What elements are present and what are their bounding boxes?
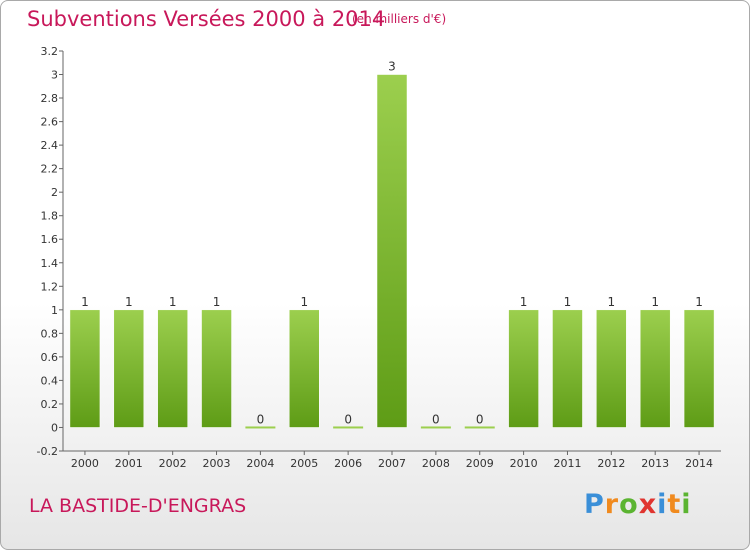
data-label-2006: 0: [344, 412, 352, 426]
y-tick-label: 1.2: [41, 280, 59, 293]
chart-axes: -0.2 0 0.2 0.4 0.6 0.8 1 1.2 1.4 1.6 1.8 2 2.2 2.4 2.6…: [37, 45, 721, 458]
x-tick-label-2005: 2005: [290, 457, 318, 470]
y-tick-label: 2.6: [41, 116, 59, 129]
y-tick-label: 1.8: [41, 210, 59, 223]
y-tick-label: 0.4: [41, 374, 59, 387]
y-tick-label: 0: [51, 421, 58, 434]
logo-letter: r: [604, 489, 620, 520]
bar-2013: [639, 309, 671, 428]
y-tick-label: 3: [51, 69, 58, 82]
x-tick-label-2009: 2009: [466, 457, 494, 470]
logo-letter: P: [584, 489, 605, 520]
logo-letter: t: [667, 489, 682, 520]
y-tick-label: 1: [51, 304, 58, 317]
x-tick-label-2010: 2010: [510, 457, 538, 470]
y-tick-label: 3.2: [41, 45, 59, 58]
bar-2012: [596, 309, 627, 428]
x-tick-label-2003: 2003: [203, 457, 231, 470]
chart-unit: (en milliers d'€): [352, 12, 447, 26]
bar-2005: [289, 309, 320, 428]
data-label-2002: 1: [169, 295, 177, 309]
chart-labels: 1 2000 1 2001 1 2002 1 2003 0 2004 1 2005 0 2006 3 2007…: [71, 60, 713, 470]
logo-letter: i: [681, 489, 692, 520]
data-label-2003: 1: [213, 295, 221, 309]
bar-2002: [157, 309, 188, 428]
bar-2007: [376, 74, 408, 428]
y-tick-label: 1.4: [41, 257, 59, 270]
x-tick-label-2012: 2012: [597, 457, 625, 470]
commune-name: LA BASTIDE-D'ENGRAS: [29, 495, 247, 517]
data-label-2014: 1: [695, 295, 703, 309]
y-tick-label: 2: [51, 186, 58, 199]
data-label-2001: 1: [125, 295, 133, 309]
y-tick-label: 0.2: [41, 398, 59, 411]
x-tick-label-2014: 2014: [685, 457, 713, 470]
y-tick-label: 0.8: [41, 327, 59, 340]
bar-2014: [683, 309, 715, 428]
y-tick-label: 2.8: [41, 92, 59, 105]
bar-2003: [201, 309, 232, 428]
data-label-2012: 1: [608, 295, 616, 309]
proxiti-logo: Proxiti: [584, 489, 692, 520]
y-tick-label: 2.2: [41, 163, 59, 176]
x-tick-label-2011: 2011: [553, 457, 581, 470]
bar-2004: [245, 426, 276, 429]
bar-2000: [69, 309, 101, 428]
y-tick-label: 2.4: [41, 139, 59, 152]
chart-title: Subventions Versées 2000 à 2014: [27, 7, 386, 31]
x-tick-label-2006: 2006: [334, 457, 362, 470]
bar-2009: [464, 426, 495, 429]
bar-2011: [552, 309, 583, 428]
data-label-2013: 1: [651, 295, 659, 309]
x-tick-label-2002: 2002: [159, 457, 187, 470]
x-tick-label-2007: 2007: [378, 457, 406, 470]
bar-2008: [420, 426, 451, 429]
data-label-2010: 1: [520, 295, 528, 309]
bar-2006: [333, 426, 364, 429]
x-tick-label-2000: 2000: [71, 457, 99, 470]
x-tick-label-2004: 2004: [246, 457, 274, 470]
data-label-2000: 1: [81, 295, 89, 309]
chart-bars: [69, 74, 715, 429]
data-label-2007: 3: [388, 60, 396, 74]
data-label-2009: 0: [476, 412, 484, 426]
y-tick-label: -0.2: [37, 445, 58, 458]
x-tick-label-2013: 2013: [641, 457, 669, 470]
data-label-2008: 0: [432, 412, 440, 426]
data-label-2011: 1: [564, 295, 572, 309]
bar-2010: [508, 309, 539, 428]
data-label-2004: 0: [257, 412, 265, 426]
bar-2001: [113, 309, 145, 428]
logo-letter: x: [638, 489, 658, 520]
logo-letter: i: [657, 489, 668, 520]
y-tick-label: 1.6: [41, 233, 59, 246]
x-tick-label-2008: 2008: [422, 457, 450, 470]
x-tick-label-2001: 2001: [115, 457, 143, 470]
logo-letter: o: [619, 489, 639, 520]
y-tick-label: 0.6: [41, 351, 59, 364]
data-label-2005: 1: [300, 295, 308, 309]
